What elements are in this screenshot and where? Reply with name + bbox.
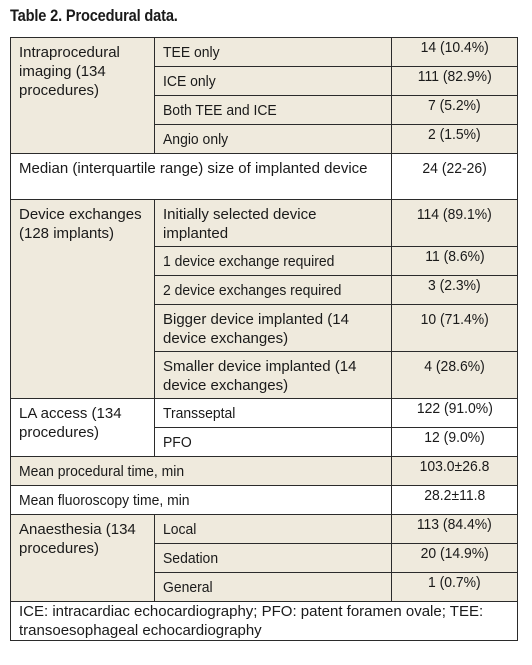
row-label: Bigger device implanted (14 device excha… (154, 304, 392, 352)
row-value: 12 (9.0%) (391, 427, 518, 457)
table-row: ICE only 111 (82.9%) (11, 66, 518, 96)
table-row: 1 device exchange required 11 (8.6%) (11, 246, 518, 276)
table-row: Intraprocedural imaging (134 procedures)… (10, 37, 518, 154)
row-label: Smaller device implanted (14 device exch… (154, 351, 392, 399)
row-group-label: Device exchanges (128 implants) (10, 199, 155, 399)
row-value: 14 (10.4%) (391, 37, 518, 67)
row-value: 113 (84.4%) (391, 514, 518, 544)
table-row: Sedation 20 (14.9%) (11, 543, 518, 573)
table-row: Anaesthesia (134 procedures) Local 113 (… (10, 514, 518, 602)
table-title: Table 2. Procedural data. (10, 6, 178, 25)
table-footnote: ICE: intracardiac echocardiography; PFO:… (10, 601, 518, 641)
table-row: LA access (134 procedures) Transseptal 1… (10, 398, 518, 457)
table-row: 2 device exchanges required 3 (2.3%) (11, 275, 518, 305)
row-value: 2 (1.5%) (391, 124, 518, 154)
footnote-row: ICE: intracardiac echocardiography; PFO:… (10, 601, 518, 641)
row-label: Median (interquartile range) size of imp… (10, 153, 392, 200)
row-value: 24 (22-26) (391, 153, 518, 200)
row-label: Initially selected device implanted (154, 199, 392, 247)
table-row: Median (interquartile range) size of imp… (10, 153, 518, 200)
row-label: Mean fluoroscopy time, min (10, 485, 392, 515)
row-label: ICE only (154, 66, 392, 96)
row-value: 11 (8.6%) (391, 246, 518, 276)
table-row: Mean fluoroscopy time, min 28.2±11.8 (10, 485, 518, 515)
row-label: Mean procedural time, min (10, 456, 392, 486)
row-label: 1 device exchange required (154, 246, 392, 276)
row-value: 10 (71.4%) (391, 304, 518, 352)
row-value: 103.0±26.8 (391, 456, 518, 486)
row-value: 114 (89.1%) (391, 199, 518, 247)
row-value: 4 (28.6%) (391, 351, 518, 399)
row-value: 3 (2.3%) (391, 275, 518, 305)
row-value: 1 (0.7%) (391, 572, 518, 602)
table-row: Smaller device implanted (14 device exch… (11, 351, 518, 399)
row-value: 20 (14.9%) (391, 543, 518, 573)
table-row: Device exchanges (128 implants) Initiall… (10, 199, 518, 399)
row-value: 28.2±11.8 (391, 485, 518, 515)
row-label: General (154, 572, 392, 602)
row-label: PFO (154, 427, 392, 457)
row-label: TEE only (154, 37, 392, 67)
row-group-label: LA access (134 procedures) (10, 398, 155, 457)
row-value: 7 (5.2%) (391, 95, 518, 125)
row-group-label: Anaesthesia (134 procedures) (10, 514, 155, 602)
row-label: Transseptal (154, 398, 392, 428)
row-label: Angio only (154, 124, 392, 154)
row-value: 122 (91.0%) (391, 398, 518, 428)
row-label: 2 device exchanges required (154, 275, 392, 305)
row-value: 111 (82.9%) (391, 66, 518, 96)
table-row: Bigger device implanted (14 device excha… (11, 304, 518, 352)
procedural-data-table: Intraprocedural imaging (134 procedures)… (10, 37, 518, 641)
row-label: Both TEE and ICE (154, 95, 392, 125)
row-group-label: Intraprocedural imaging (134 procedures) (10, 37, 155, 154)
table-row: Mean procedural time, min 103.0±26.8 (10, 456, 518, 486)
table-row: Angio only 2 (1.5%) (11, 124, 518, 154)
row-label: Local (154, 514, 392, 544)
row-label: Sedation (154, 543, 392, 573)
